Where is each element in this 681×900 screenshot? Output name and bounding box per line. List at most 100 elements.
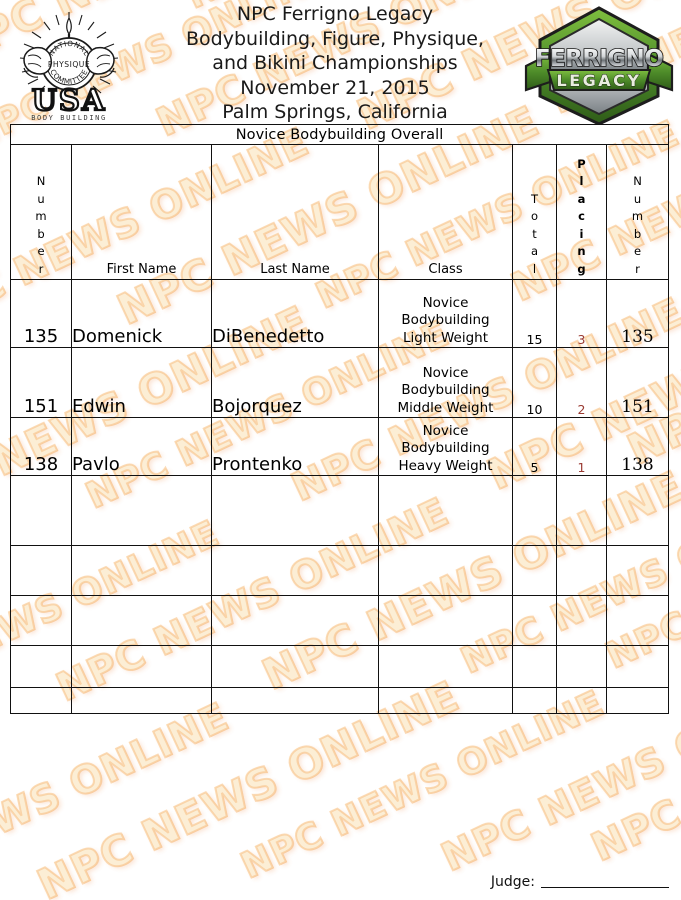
- cell-total: 15: [512, 279, 557, 348]
- cell-empty: [605, 645, 670, 688]
- cell-empty: [378, 475, 513, 546]
- cell-empty: [10, 645, 72, 688]
- column-header-last-name: Last Name: [211, 144, 379, 280]
- npc-oval-mid-text: PHYSIQUE: [48, 60, 90, 69]
- class-line: Novice: [422, 422, 469, 439]
- cell-empty: [605, 595, 670, 646]
- cell-last-name: Bojorquez: [211, 347, 379, 418]
- cell-empty: [10, 687, 72, 714]
- column-header-last-name-label: Last Name: [260, 262, 330, 277]
- cell-empty: [512, 595, 557, 646]
- cell-placing: 3: [556, 279, 607, 348]
- class-line: Bodybuilding: [401, 312, 490, 328]
- cell-class: Novice Bodybuilding Middle Weight: [378, 347, 513, 418]
- cell-total: 10: [512, 347, 557, 418]
- table-row-empty: [10, 475, 670, 546]
- cell-empty: [605, 545, 670, 596]
- table-row-empty: [10, 545, 670, 596]
- judge-signature-line: Judge:: [491, 874, 669, 890]
- cell-empty: [10, 545, 72, 596]
- cell-empty: [71, 595, 212, 646]
- cell-empty: [211, 475, 379, 546]
- ferrigno-wordmark: FERRIGNO: [535, 46, 663, 72]
- cell-number-left: 151: [10, 347, 72, 418]
- npc-usa-bodybuilding-logo: NATIONAL PHYSIQUE COMMITTEE USA BODY BUI…: [4, 6, 134, 126]
- cell-placing: 2: [556, 347, 607, 418]
- table-row-empty: [10, 595, 670, 646]
- cell-total: 5: [512, 417, 557, 476]
- cell-empty: [211, 645, 379, 688]
- usa-wordmark: USA: [32, 83, 107, 117]
- cell-class: Novice Bodybuilding Heavy Weight: [378, 417, 513, 476]
- cell-last-name: Prontenko: [211, 417, 379, 476]
- cell-empty: [378, 545, 513, 596]
- cell-empty: [556, 687, 607, 714]
- cell-placing: 1: [556, 417, 607, 476]
- class-line: Novice: [422, 364, 469, 381]
- event-title-block: NPC Ferrigno Legacy Bodybuilding, Figure…: [140, 2, 530, 125]
- event-location: Palm Springs, California: [222, 101, 448, 123]
- legacy-banner-text: LEGACY: [557, 71, 642, 90]
- cell-number-right: 135: [605, 279, 670, 348]
- table-row-empty: [10, 645, 670, 688]
- table-row: 135 Domenick DiBenedetto Novice Bodybuilding…: [10, 279, 670, 348]
- cell-empty: [71, 545, 212, 596]
- cell-empty: [378, 687, 513, 714]
- cell-empty: [556, 475, 607, 546]
- event-date: November 21, 2015: [240, 76, 430, 99]
- cell-number-right: 151: [605, 347, 670, 418]
- cell-empty: [378, 645, 513, 688]
- cell-number-right: 138: [605, 417, 670, 476]
- title-line-3: and Bikini Championships: [212, 52, 458, 74]
- table-caption-row: Novice Bodybuilding Overall: [9, 124, 670, 145]
- class-line: Novice: [422, 294, 469, 311]
- page-header: NATIONAL PHYSIQUE COMMITTEE USA BODY BUI…: [0, 0, 681, 128]
- table-row-empty: [10, 687, 670, 714]
- table-row: 151 Edwin Bojorquez Novice Bodybuilding Middl…: [10, 347, 670, 418]
- column-header-first-name: First Name: [71, 144, 212, 280]
- title-line-1: NPC Ferrigno Legacy: [236, 3, 434, 25]
- cell-empty: [605, 475, 670, 546]
- cell-empty: [10, 595, 72, 646]
- watermark-text: NPC NEWS ONLINE: [0, 694, 237, 900]
- judge-label: Judge:: [490, 874, 535, 890]
- cell-last-name: DiBenedetto: [211, 279, 379, 348]
- cell-empty: [378, 595, 513, 646]
- cell-empty: [10, 475, 72, 546]
- class-line: Heavy Weight: [398, 457, 493, 474]
- cell-empty: [512, 645, 557, 688]
- cell-empty: [71, 645, 212, 688]
- cell-empty: [512, 545, 557, 596]
- bodybuilding-subtext: BODY BUILDING: [31, 114, 107, 122]
- judge-signature-rule[interactable]: [541, 875, 669, 888]
- ferrigno-legacy-logo: FERRIGNO LEGACY: [520, 4, 678, 126]
- column-header-class: Class: [378, 144, 513, 280]
- table-row: 138 Pavlo Prontenko Novice Bodybuilding Heavy…: [10, 417, 670, 476]
- class-line: Middle Weight: [397, 399, 494, 416]
- cell-empty: [605, 687, 670, 714]
- cell-empty: [556, 545, 607, 596]
- cell-empty: [556, 645, 607, 688]
- title-line-2: Bodybuilding, Figure, Physique,: [186, 27, 484, 50]
- cell-empty: [71, 475, 212, 546]
- cell-first-name: Pavlo: [71, 417, 212, 476]
- cell-empty: [71, 687, 212, 714]
- cell-empty: [556, 595, 607, 646]
- column-header-class-label: Class: [428, 262, 463, 277]
- cell-first-name: Domenick: [71, 279, 212, 348]
- cell-empty: [211, 687, 379, 714]
- cell-number-left: 135: [10, 279, 72, 348]
- cell-empty: [512, 687, 557, 714]
- cell-empty: [512, 475, 557, 546]
- class-line: Bodybuilding: [401, 382, 490, 398]
- class-line: Bodybuilding: [401, 440, 490, 456]
